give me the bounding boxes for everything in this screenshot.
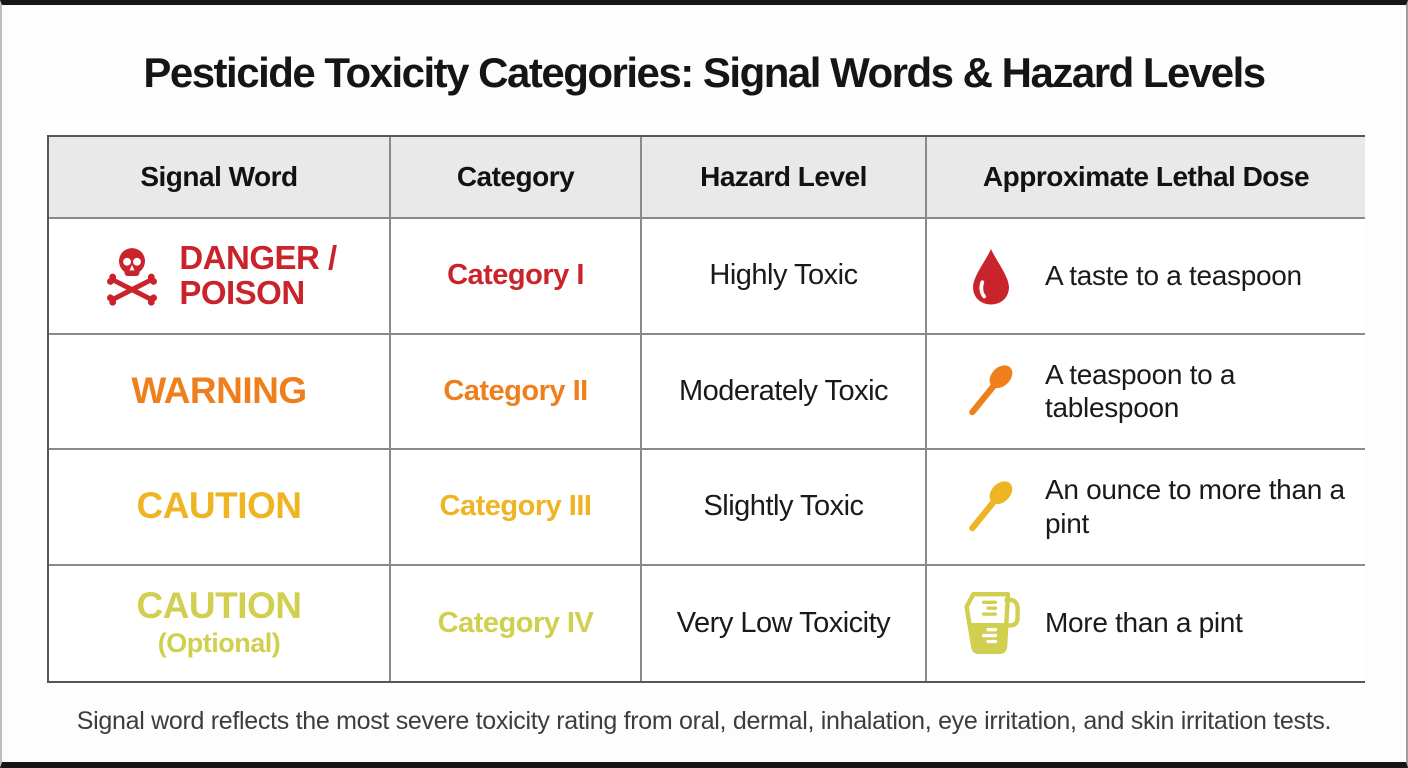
table-row-4-category-cell: Category IV (391, 565, 642, 681)
table-row-4-dose-cell: More than a pint (927, 565, 1365, 681)
footnote-text: Signal word reflects the most severe tox… (76, 707, 1332, 735)
table-row-3-hazard-cell: Slightly Toxic (642, 450, 927, 566)
category-label: Category II (443, 374, 588, 407)
table-row-3-category-cell: Category III (391, 450, 642, 566)
table-row-1-dose-cell: A taste to a teaspoon (927, 219, 1365, 335)
signal-word-label: WARNING (131, 369, 307, 411)
header-hazard-level: Hazard Level (642, 137, 927, 219)
table-row-2-signal-cell: WARNING (49, 334, 391, 450)
dose-text: A teaspoon to a tablespoon (1045, 358, 1236, 424)
skull-crossbones-icon (101, 240, 163, 312)
dose-text: An ounce to more than a pint (1045, 474, 1345, 539)
header-category: Category (391, 137, 642, 219)
category-label: Category III (439, 490, 592, 523)
table-row-1-category-cell: Category I (391, 219, 642, 335)
hazard-level-label: Very Low Toxicity (676, 606, 891, 639)
dose-text: A taste to a teaspoon (1045, 259, 1302, 291)
table-row-2-category-cell: Category II (391, 334, 642, 450)
table-row-1-hazard-cell: Highly Toxic (642, 219, 927, 335)
table-row-4-signal-cell: CAUTION (Optional) (49, 565, 391, 681)
spoon-icon (957, 354, 1025, 428)
table-row-4-hazard-cell: Very Low Toxicity (642, 565, 927, 681)
signal-word-label: CAUTION (136, 485, 302, 527)
droplet-icon (957, 245, 1025, 307)
signal-word-label: DANGER / POISON (179, 239, 337, 311)
category-label: Category I (447, 259, 584, 292)
table-row-2-hazard-cell: Moderately Toxic (642, 334, 927, 450)
toxicity-table: Signal Word Category Hazard Level Approx… (47, 135, 1365, 683)
measuring-cup-icon (957, 589, 1025, 657)
hazard-level-label: Slightly Toxic (703, 490, 864, 523)
header-signal-word: Signal Word (49, 137, 391, 219)
page-title: Pesticide Toxicity Categories: Signal Wo… (143, 49, 1266, 96)
table-row-1-signal-cell: DANGER / POISON (49, 219, 391, 335)
signal-word-label: CAUTION (136, 585, 302, 627)
header-approximate-lethal-dose: Approximate Lethal Dose (927, 137, 1365, 219)
signal-group-caution-optional: CAUTION (Optional) (136, 585, 302, 659)
table-row-3-signal-cell: CAUTION (49, 450, 391, 566)
hazard-level-label: Highly Toxic (709, 259, 858, 292)
table-row-3-dose-cell: An ounce to more than a pint (927, 450, 1365, 566)
table-row-2-dose-cell: A teaspoon to a tablespoon (927, 334, 1365, 450)
category-label: Category IV (437, 606, 594, 639)
hazard-level-label: Moderately Toxic (678, 374, 889, 407)
dose-text: More than a pint (1045, 607, 1243, 639)
signal-word-sub-label: (Optional) (157, 628, 281, 659)
spoon-icon (957, 470, 1025, 544)
signal-group-danger: DANGER / POISON (101, 239, 337, 312)
